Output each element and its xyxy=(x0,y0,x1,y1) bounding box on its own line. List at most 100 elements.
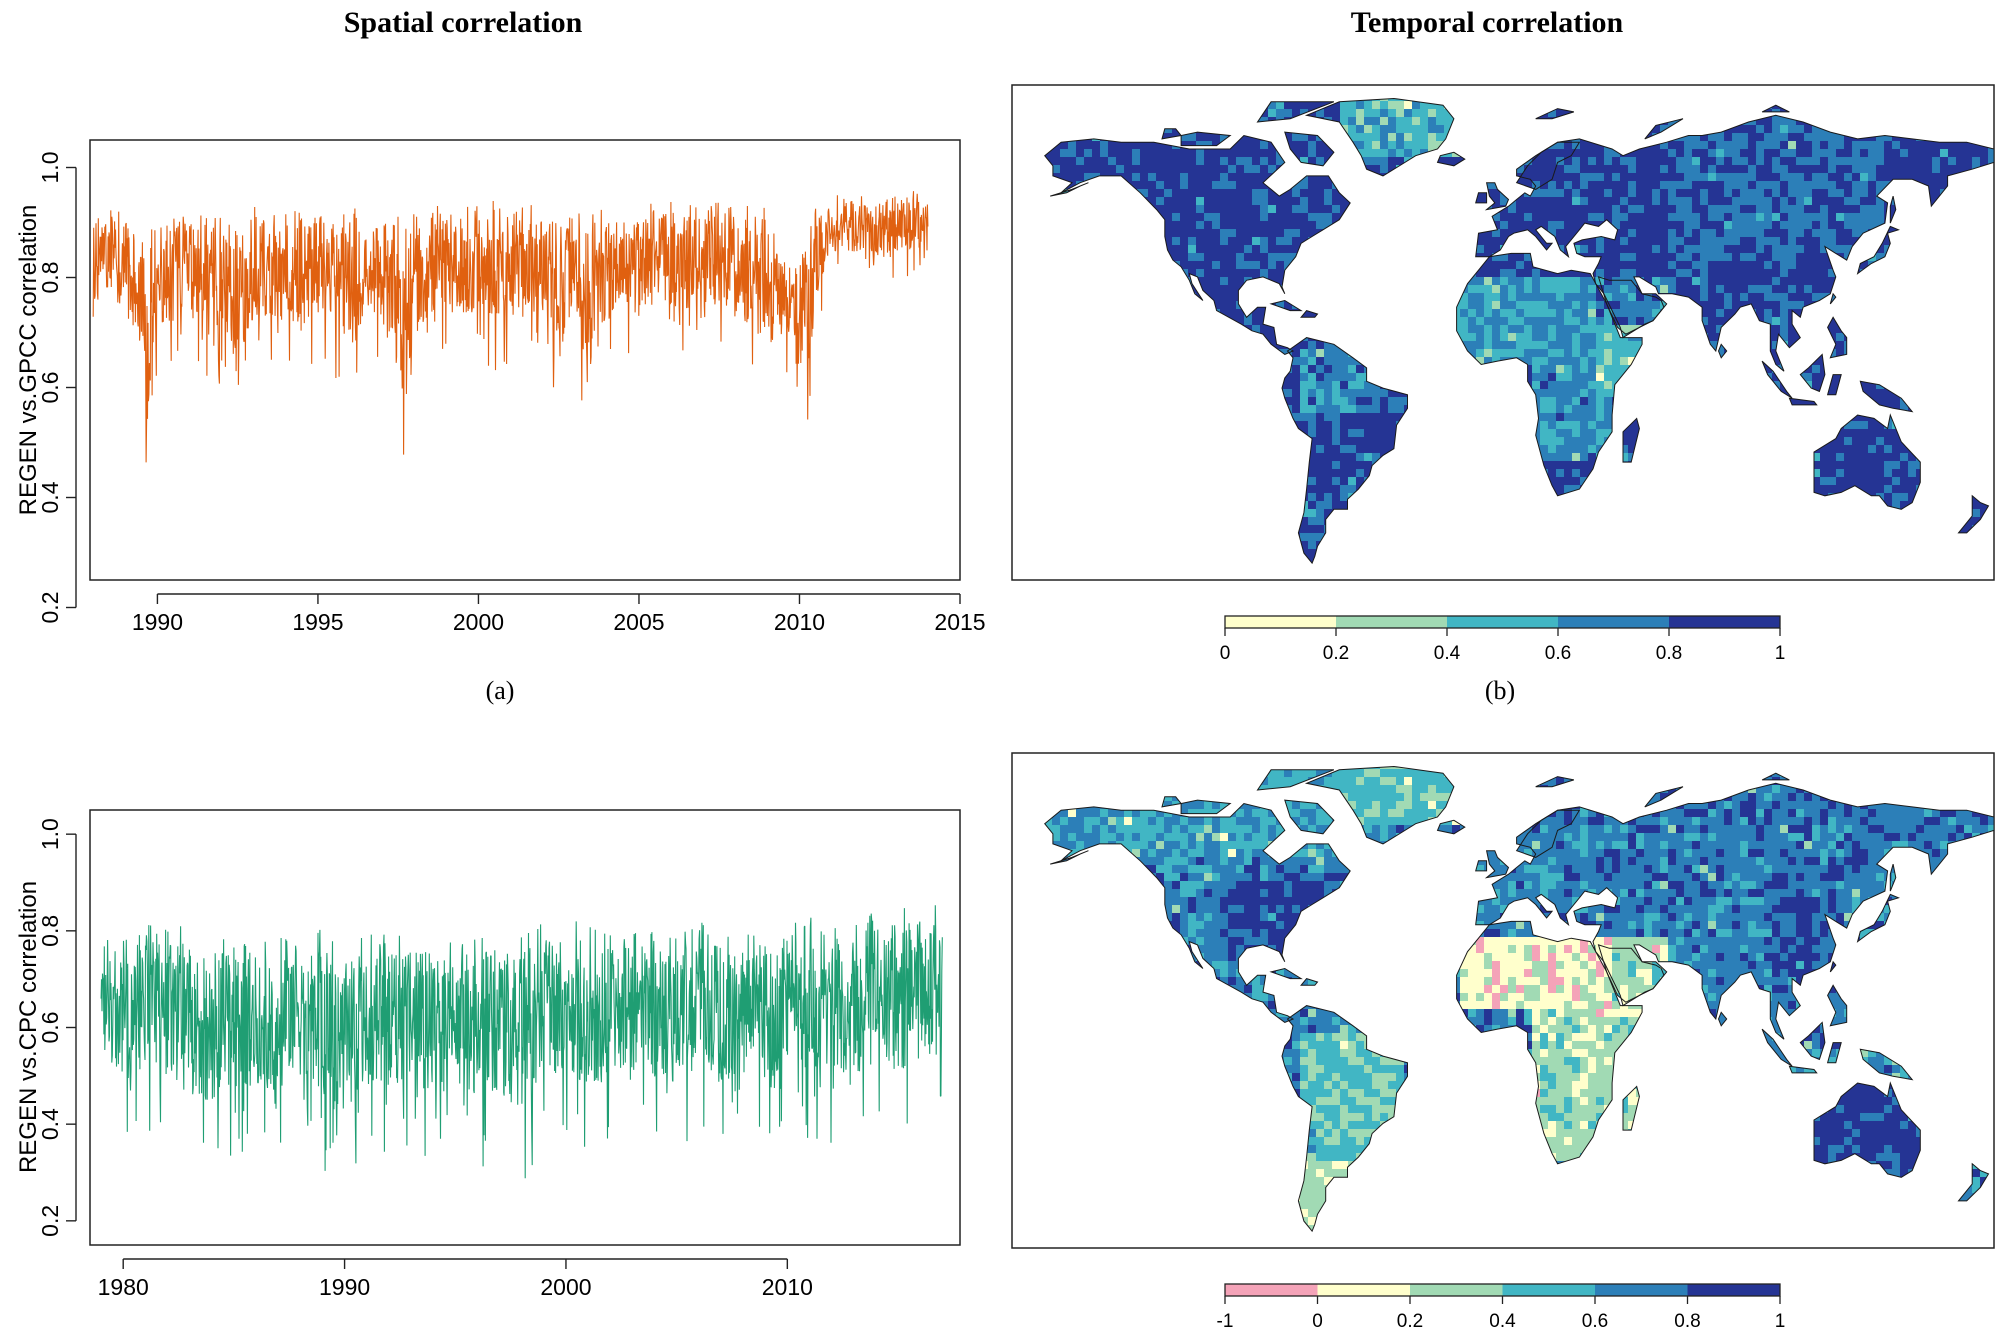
grid-cell xyxy=(1332,357,1341,366)
grid-cell xyxy=(1316,357,1325,366)
grid-cell xyxy=(1372,157,1381,166)
grid-cell xyxy=(1548,453,1557,462)
grid-cell xyxy=(1332,469,1341,478)
grid-cell xyxy=(1620,229,1629,238)
grid-cell xyxy=(1492,341,1501,350)
grid-cell xyxy=(1292,397,1301,406)
grid-cell xyxy=(1244,213,1253,222)
grid-cell xyxy=(1548,421,1557,430)
grid-cell xyxy=(1164,173,1173,182)
grid-cell xyxy=(1596,189,1605,198)
grid-cell xyxy=(1476,245,1485,254)
grid-cell xyxy=(1492,317,1501,326)
grid-cell xyxy=(1532,277,1541,286)
grid-cell xyxy=(1268,261,1277,270)
grid-cell xyxy=(1308,357,1317,366)
grid-cell xyxy=(1372,421,1381,430)
grid-cell xyxy=(1276,237,1285,246)
grid-cell xyxy=(1484,181,1493,190)
grid-cell xyxy=(1524,173,1533,182)
grid-cell xyxy=(1380,429,1389,438)
grid-cell xyxy=(1516,341,1525,350)
grid-cell xyxy=(1588,285,1597,294)
grid-cell xyxy=(1348,125,1357,134)
grid-cell xyxy=(1636,213,1645,222)
grid-cell xyxy=(1428,109,1437,118)
grid-cell xyxy=(1532,341,1541,350)
grid-cell xyxy=(1364,381,1373,390)
grid-cell xyxy=(1324,413,1333,422)
grid-cell xyxy=(1388,397,1397,406)
grid-cell xyxy=(1412,125,1421,134)
grid-cell xyxy=(1476,325,1485,334)
grid-cell xyxy=(1508,333,1517,342)
grid-cell xyxy=(1588,405,1597,414)
grid-cell xyxy=(1228,149,1237,158)
grid-cell xyxy=(1300,141,1309,150)
grid-cell xyxy=(1540,277,1549,286)
grid-cell xyxy=(1564,341,1573,350)
grid-cell xyxy=(1228,157,1237,166)
grid-cell xyxy=(1180,229,1189,238)
grid-cell xyxy=(1556,301,1565,310)
grid-cell xyxy=(1284,189,1293,198)
grid-cell xyxy=(1580,381,1589,390)
grid-cell xyxy=(1572,333,1581,342)
grid-cell xyxy=(1572,437,1581,446)
grid-cell xyxy=(1524,357,1533,366)
grid-cell xyxy=(1108,141,1117,150)
grid-cell xyxy=(1228,221,1237,230)
grid-cell xyxy=(1628,157,1637,166)
grid-cell xyxy=(1516,301,1525,310)
grid-cell xyxy=(1236,157,1245,166)
grid-cell xyxy=(1572,317,1581,326)
grid-cell xyxy=(1372,413,1381,422)
grid-cell xyxy=(1252,165,1261,174)
grid-cell xyxy=(1612,309,1621,318)
grid-cell xyxy=(1604,213,1613,222)
grid-cell xyxy=(1564,237,1573,246)
grid-cell xyxy=(1252,197,1261,206)
grid-cell xyxy=(1612,149,1621,158)
grid-cell xyxy=(1556,429,1565,438)
grid-cell xyxy=(1500,333,1509,342)
grid-cell xyxy=(1596,397,1605,406)
grid-cell xyxy=(1428,141,1437,150)
grid-cell xyxy=(1620,261,1629,270)
grid-cell xyxy=(1596,245,1605,254)
grid-cell xyxy=(1260,245,1269,254)
grid-cell xyxy=(1340,109,1349,118)
grid-cell xyxy=(1372,445,1381,454)
grid-cell xyxy=(1596,381,1605,390)
grid-cell xyxy=(1172,221,1181,230)
grid-cell xyxy=(1548,157,1557,166)
grid-cell xyxy=(1524,277,1533,286)
grid-cell xyxy=(1540,325,1549,334)
grid-cell xyxy=(1572,157,1581,166)
grid-cell xyxy=(1284,373,1293,382)
grid-cell xyxy=(1372,101,1381,110)
grid-cell xyxy=(1564,285,1573,294)
grid-cell xyxy=(1580,213,1589,222)
grid-cell xyxy=(1500,349,1509,358)
grid-cell xyxy=(1580,333,1589,342)
grid-cell xyxy=(1228,245,1237,254)
grid-cell xyxy=(1268,157,1277,166)
grid-cell xyxy=(1196,245,1205,254)
grid-cell xyxy=(1388,149,1397,158)
grid-cell xyxy=(1188,157,1197,166)
grid-cell xyxy=(1252,261,1261,270)
grid-cell xyxy=(1212,285,1221,294)
grid-cell xyxy=(1204,213,1213,222)
grid-cell xyxy=(1292,181,1301,190)
grid-cell xyxy=(1580,341,1589,350)
grid-cell xyxy=(1212,221,1221,230)
grid-cell xyxy=(1188,173,1197,182)
grid-cell xyxy=(1524,269,1533,278)
grid-cell xyxy=(1308,517,1317,526)
grid-cell xyxy=(1212,149,1221,158)
grid-cell xyxy=(1396,133,1405,142)
grid-cell xyxy=(1572,213,1581,222)
grid-cell xyxy=(1500,269,1509,278)
grid-cell xyxy=(1340,405,1349,414)
